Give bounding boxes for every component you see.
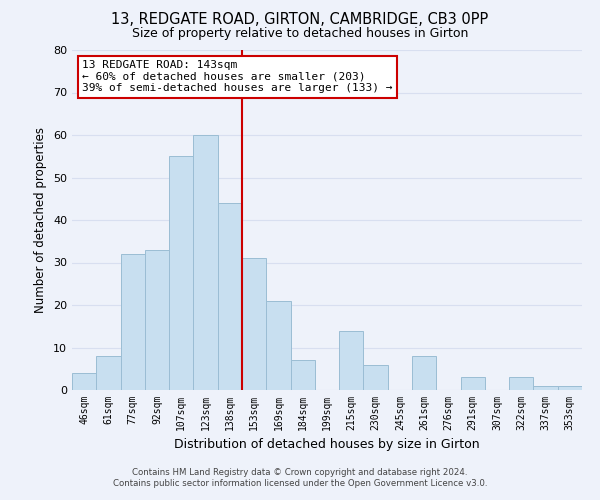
Bar <box>169 156 193 390</box>
Bar <box>193 135 218 390</box>
Bar <box>218 203 242 390</box>
Bar <box>242 258 266 390</box>
Bar <box>72 373 96 390</box>
Text: Contains HM Land Registry data © Crown copyright and database right 2024.
Contai: Contains HM Land Registry data © Crown c… <box>113 468 487 487</box>
Bar <box>533 386 558 390</box>
Bar <box>96 356 121 390</box>
Text: 13, REDGATE ROAD, GIRTON, CAMBRIDGE, CB3 0PP: 13, REDGATE ROAD, GIRTON, CAMBRIDGE, CB3… <box>112 12 488 28</box>
X-axis label: Distribution of detached houses by size in Girton: Distribution of detached houses by size … <box>174 438 480 452</box>
Bar <box>339 330 364 390</box>
Bar <box>558 386 582 390</box>
Y-axis label: Number of detached properties: Number of detached properties <box>34 127 47 313</box>
Bar <box>121 254 145 390</box>
Text: 13 REDGATE ROAD: 143sqm
← 60% of detached houses are smaller (203)
39% of semi-d: 13 REDGATE ROAD: 143sqm ← 60% of detache… <box>82 60 392 94</box>
Bar <box>509 378 533 390</box>
Bar <box>266 300 290 390</box>
Text: Size of property relative to detached houses in Girton: Size of property relative to detached ho… <box>132 28 468 40</box>
Bar <box>412 356 436 390</box>
Bar <box>461 378 485 390</box>
Bar <box>290 360 315 390</box>
Bar <box>364 364 388 390</box>
Bar <box>145 250 169 390</box>
